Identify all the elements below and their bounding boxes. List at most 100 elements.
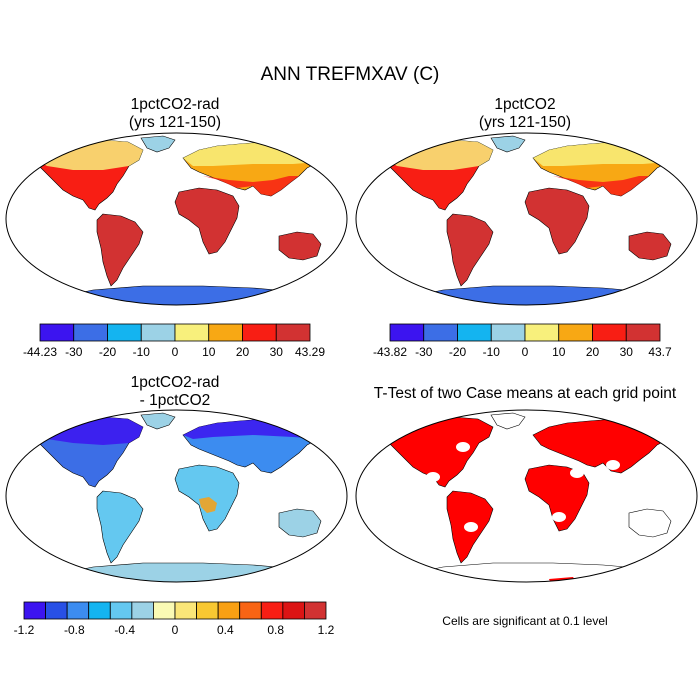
colorbar-tick-label: -10 (483, 345, 501, 359)
colorbar-tick-label: -30 (415, 345, 433, 359)
colorbar-tick-label: -20 (449, 345, 467, 359)
colorbar-swatch (131, 601, 154, 620)
non-significant-cell (426, 472, 440, 482)
non-significant-cell (464, 522, 478, 532)
panel2-title-line1: 1pctCO2 (494, 96, 556, 113)
colorbar-tick-label: 0 (522, 345, 529, 359)
panel2-title-line2: (yrs 121-150) (478, 114, 572, 131)
colorbar-panel-1: -44.23 -30 -20 -10 0 10 20 30 43.29 (23, 323, 325, 359)
colorbar-swatch (457, 323, 492, 342)
non-significant-cell (570, 468, 584, 478)
colorbar-tick-label: 0.8 (267, 623, 284, 637)
panel4-title: T-Test of two Case means at each grid po… (350, 385, 700, 403)
continent-africa (174, 187, 240, 255)
value-band (203, 176, 299, 196)
colorbar-tick-label: 20 (586, 345, 600, 359)
colorbar-swatch (73, 323, 108, 342)
colorbar-tick-label: -44.23 (23, 345, 57, 359)
value-band (199, 497, 217, 513)
colorbar-tick-label: 0.4 (217, 623, 234, 637)
panel1-title-line1: 1pctCO2-rad (130, 96, 220, 113)
value-band (383, 140, 493, 170)
value-band (33, 417, 143, 445)
colorbar-panel-3: -1.2 -0.8 -0.4 0 0.4 0.8 1.2 (14, 601, 335, 637)
colorbar-swatch (66, 601, 90, 620)
figure-title: ANN TREFMXAV (C) (260, 64, 440, 85)
colorbar-swatch (242, 323, 277, 342)
non-significant-cell (456, 442, 470, 452)
continent-southamerica (96, 213, 144, 287)
colorbar-swatch (217, 601, 241, 620)
colorbar-swatch (389, 323, 425, 342)
colorbar-swatch (260, 601, 284, 620)
map-frame (355, 409, 698, 583)
colorbar-tick-label: 1.2 (318, 623, 335, 637)
colorbar-swatch (592, 323, 627, 342)
colorbar-swatch (140, 323, 176, 342)
panel3-title-line1: 1pctCO2-rad (130, 374, 220, 391)
colorbar-swatch (107, 323, 142, 342)
colorbar-tick-label: -20 (99, 345, 117, 359)
continent-australia (278, 231, 322, 261)
map-frame (355, 132, 698, 306)
colorbar-swatch (39, 323, 75, 342)
continent-greenland (490, 412, 526, 430)
continent-northamerica (382, 416, 494, 488)
colorbar-swatch (625, 323, 661, 342)
panel2-title: 1pctCO2 (yrs 121-150) (420, 96, 630, 132)
colorbar-swatch (23, 601, 46, 620)
non-significant-cell (646, 518, 660, 528)
colorbar-tick-label: 20 (236, 345, 250, 359)
colorbar-swatch (275, 323, 311, 342)
panel4-title-line1: T-Test of two Case means at each grid po… (373, 385, 677, 402)
continent-greenland (140, 135, 176, 153)
colorbar-tick-label: 10 (552, 345, 566, 359)
map-frame (5, 132, 348, 306)
colorbar-tick-label: 43.29 (295, 345, 325, 359)
colorbar-swatch (490, 323, 526, 342)
colorbar-tick-label: 0 (172, 623, 179, 637)
continent-southamerica (96, 490, 144, 564)
colorbar-swatch (109, 601, 133, 620)
colorbar-swatch (282, 601, 305, 620)
colorbar-tick-label: -0.4 (114, 623, 135, 637)
colorbar-tick-label: 43.7 (648, 345, 672, 359)
map-frame (5, 409, 348, 583)
colorbar-swatch (153, 601, 176, 620)
map-panel-1 (5, 132, 348, 306)
panel1-title-line2: (yrs 121-150) (128, 114, 222, 131)
colorbar-tick-label: 10 (202, 345, 216, 359)
colorbar-swatch (174, 323, 210, 342)
colorbar-swatch (196, 601, 219, 620)
colorbar-swatch (239, 601, 262, 620)
panel3-title-line2: - 1pctCO2 (139, 392, 211, 409)
colorbar-swatch (45, 601, 68, 620)
colorbar-tick-label: -0.8 (64, 623, 85, 637)
colorbar-tick-label: 30 (620, 345, 634, 359)
map-panel-3 (5, 409, 348, 583)
colorbar-tick-label: -43.82 (373, 345, 407, 359)
panel3-title: 1pctCO2-rad - 1pctCO2 (70, 374, 280, 410)
colorbar-swatch (304, 601, 327, 620)
continent-greenland (140, 412, 176, 430)
continent-australia (278, 508, 322, 538)
colorbar-swatch (88, 601, 111, 620)
value-band (553, 176, 649, 196)
colorbar-tick-label: 30 (270, 345, 284, 359)
non-significant-cell (606, 460, 620, 470)
panel1-title: 1pctCO2-rad (yrs 121-150) (70, 96, 280, 132)
non-significant-cell (552, 512, 566, 522)
continent-greenland (490, 135, 526, 153)
colorbar-tick-label: -10 (133, 345, 151, 359)
continent-southamerica (446, 213, 494, 287)
continent-australia (628, 231, 672, 261)
colorbar-swatch (423, 323, 458, 342)
value-band (33, 140, 143, 170)
map-panel-2 (355, 132, 698, 306)
map-panel-4 (355, 409, 698, 583)
colorbar-swatch (174, 601, 197, 620)
colorbar-panel-2: -43.82 -30 -20 -10 0 10 20 30 43.7 (373, 323, 672, 359)
colorbar-swatch (524, 323, 560, 342)
continent-africa (524, 187, 590, 255)
significance-note: Cells are significant at 0.1 level (442, 614, 608, 628)
